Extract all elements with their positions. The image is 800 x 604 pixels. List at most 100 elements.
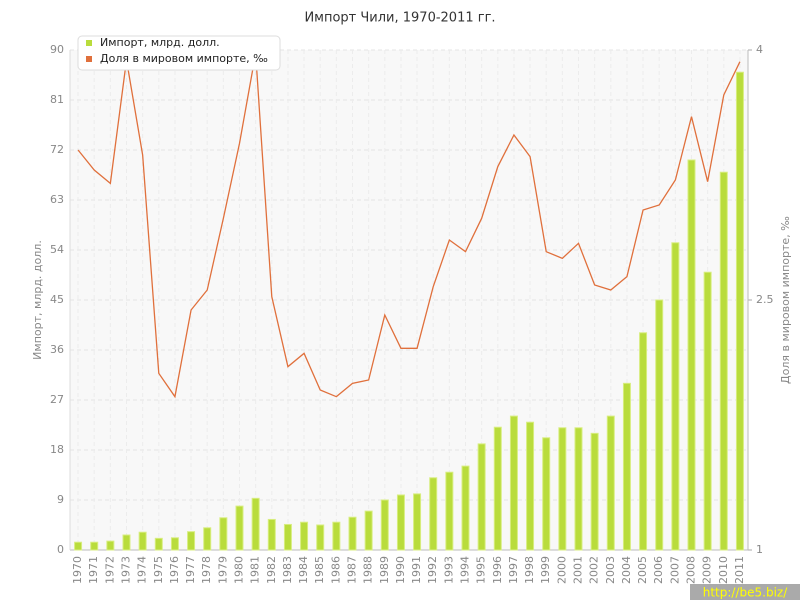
bar <box>606 415 615 551</box>
x-tick-label: 1988 <box>362 556 375 584</box>
x-tick-label: 1974 <box>136 556 149 584</box>
y-tick-label: 45 <box>50 293 64 306</box>
y-tick-label: 54 <box>50 243 64 256</box>
bar <box>429 477 438 551</box>
y-tick-label: 18 <box>50 443 64 456</box>
x-tick-label: 1983 <box>281 556 294 584</box>
y-tick-label: 36 <box>50 343 64 356</box>
bar <box>461 465 470 551</box>
x-tick-label: 1985 <box>313 556 326 584</box>
bar <box>154 537 163 551</box>
bar <box>332 521 341 551</box>
bar <box>687 159 696 551</box>
bar <box>106 540 115 551</box>
bar <box>671 242 680 551</box>
legend-box <box>77 35 281 71</box>
x-tick-label: 2006 <box>652 556 665 584</box>
x-tick-label: 1990 <box>394 556 407 584</box>
bar <box>300 521 309 551</box>
bar <box>703 271 712 551</box>
chart-title: Импорт Чили, 1970-2011 гг. <box>304 11 495 26</box>
x-tick-label: 1992 <box>426 556 439 584</box>
bar <box>219 517 228 551</box>
x-tick-label: 1999 <box>539 556 552 584</box>
legend-swatch <box>86 56 92 62</box>
bar <box>655 299 664 551</box>
bar <box>622 382 631 551</box>
bar <box>267 518 276 551</box>
x-tick-label: 1982 <box>265 556 278 584</box>
x-tick-label: 1994 <box>459 556 472 584</box>
bar <box>558 427 567 551</box>
x-tick-label: 1978 <box>200 556 213 584</box>
y-tick-label: 9 <box>57 493 64 506</box>
bar <box>542 437 551 551</box>
x-tick-label: 1987 <box>346 556 359 584</box>
legend-swatch <box>86 40 92 46</box>
x-tick-label: 1995 <box>475 556 488 584</box>
x-tick-label: 2003 <box>604 556 617 584</box>
bar <box>574 427 583 551</box>
y-tick-label: 27 <box>50 393 64 406</box>
x-tick-label: 2011 <box>733 556 746 584</box>
bar <box>719 171 728 551</box>
y-tick-label: 81 <box>50 93 64 106</box>
y2-tick-label: 2.5 <box>756 293 774 306</box>
bar <box>122 534 131 551</box>
x-tick-label: 2001 <box>572 556 585 584</box>
y2-tick-label: 1 <box>756 543 763 556</box>
bar <box>316 524 325 551</box>
x-tick-label: 1996 <box>491 556 504 584</box>
y-axis-label: Импорт, млрд. долл. <box>31 240 44 360</box>
y2-axis-label: Доля в мировом импорте, ‰ <box>779 216 792 384</box>
bar <box>364 510 373 551</box>
x-tick-label: 1993 <box>442 556 455 584</box>
x-tick-label: 2004 <box>620 556 633 584</box>
bar <box>348 516 357 551</box>
bar <box>283 523 292 551</box>
y2-tick-label: 4 <box>756 43 763 56</box>
x-tick-label: 2009 <box>701 556 714 584</box>
bar <box>203 527 212 551</box>
legend-label: Доля в мировом импорте, ‰ <box>100 52 268 65</box>
y-tick-label: 0 <box>57 543 64 556</box>
x-tick-label: 2007 <box>668 556 681 584</box>
bar <box>413 493 422 551</box>
x-tick-label: 1975 <box>152 556 165 584</box>
x-tick-label: 1977 <box>184 556 197 584</box>
bar <box>74 541 83 551</box>
x-tick-label: 2008 <box>685 556 698 584</box>
x-tick-label: 2002 <box>588 556 601 584</box>
bar <box>380 499 389 551</box>
x-tick-label: 1981 <box>249 556 262 584</box>
legend-label: Импорт, млрд. долл. <box>100 36 220 49</box>
x-tick-label: 1973 <box>120 556 133 584</box>
x-tick-label: 1991 <box>410 556 423 584</box>
bar <box>170 537 179 551</box>
bar <box>735 71 744 551</box>
bar <box>138 531 147 551</box>
x-tick-label: 1979 <box>216 556 229 584</box>
x-tick-label: 1980 <box>233 556 246 584</box>
bar <box>251 497 260 551</box>
x-tick-label: 1997 <box>507 556 520 584</box>
line <box>77 53 741 399</box>
x-tick-label: 2005 <box>636 556 649 584</box>
bar <box>493 426 502 551</box>
x-tick-label: 1976 <box>168 556 181 584</box>
y-tick-label: 72 <box>50 143 64 156</box>
x-tick-label: 2000 <box>555 556 568 584</box>
bar <box>477 443 486 551</box>
watermark: http://be5.biz/ <box>703 586 788 600</box>
y-tick-label: 90 <box>50 43 64 56</box>
x-tick-label: 1984 <box>297 556 310 584</box>
bar <box>90 541 99 551</box>
x-tick-label: 1970 <box>71 556 84 584</box>
bar <box>509 415 518 551</box>
bar <box>187 531 196 551</box>
bar <box>235 505 244 551</box>
bar <box>396 494 405 551</box>
bar <box>590 432 599 551</box>
